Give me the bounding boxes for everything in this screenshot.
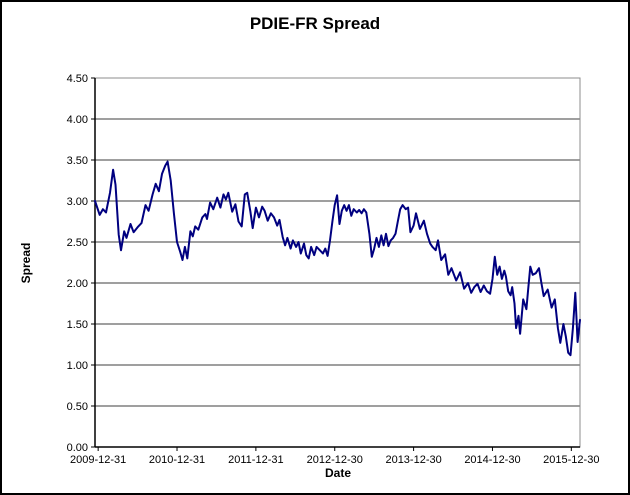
x-tick-label: 2011-12-31 — [228, 454, 283, 466]
y-tick-label: 1.00 — [67, 360, 88, 372]
x-tick-label: 2012-12-30 — [307, 454, 363, 466]
x-tick-label: 2014-12-30 — [464, 454, 520, 466]
x-tick-label: 2010-12-31 — [149, 454, 205, 466]
chart-title: PDIE-FR Spread — [249, 14, 381, 33]
y-tick-label: 4.50 — [67, 73, 88, 85]
x-tick-label: 2015-12-30 — [543, 454, 599, 466]
y-tick-label: 4.00 — [67, 114, 88, 126]
y-tick-label: 1.50 — [67, 319, 88, 331]
x-tick-label: 2009-12-31 — [70, 454, 126, 466]
y-tick-label: 2.00 — [67, 278, 88, 290]
plot-border — [94, 77, 581, 448]
y-tick-label: 3.00 — [67, 196, 88, 208]
y-tick-label: 0.00 — [67, 442, 88, 454]
x-tick-label: 2013-12-30 — [385, 454, 441, 466]
y-tick-label: 3.50 — [67, 155, 88, 167]
y-tick-label: 2.50 — [67, 237, 88, 249]
x-axis-title: Date — [324, 466, 352, 480]
spread-series-line — [94, 160, 581, 357]
y-tick-label: 0.50 — [67, 401, 88, 413]
